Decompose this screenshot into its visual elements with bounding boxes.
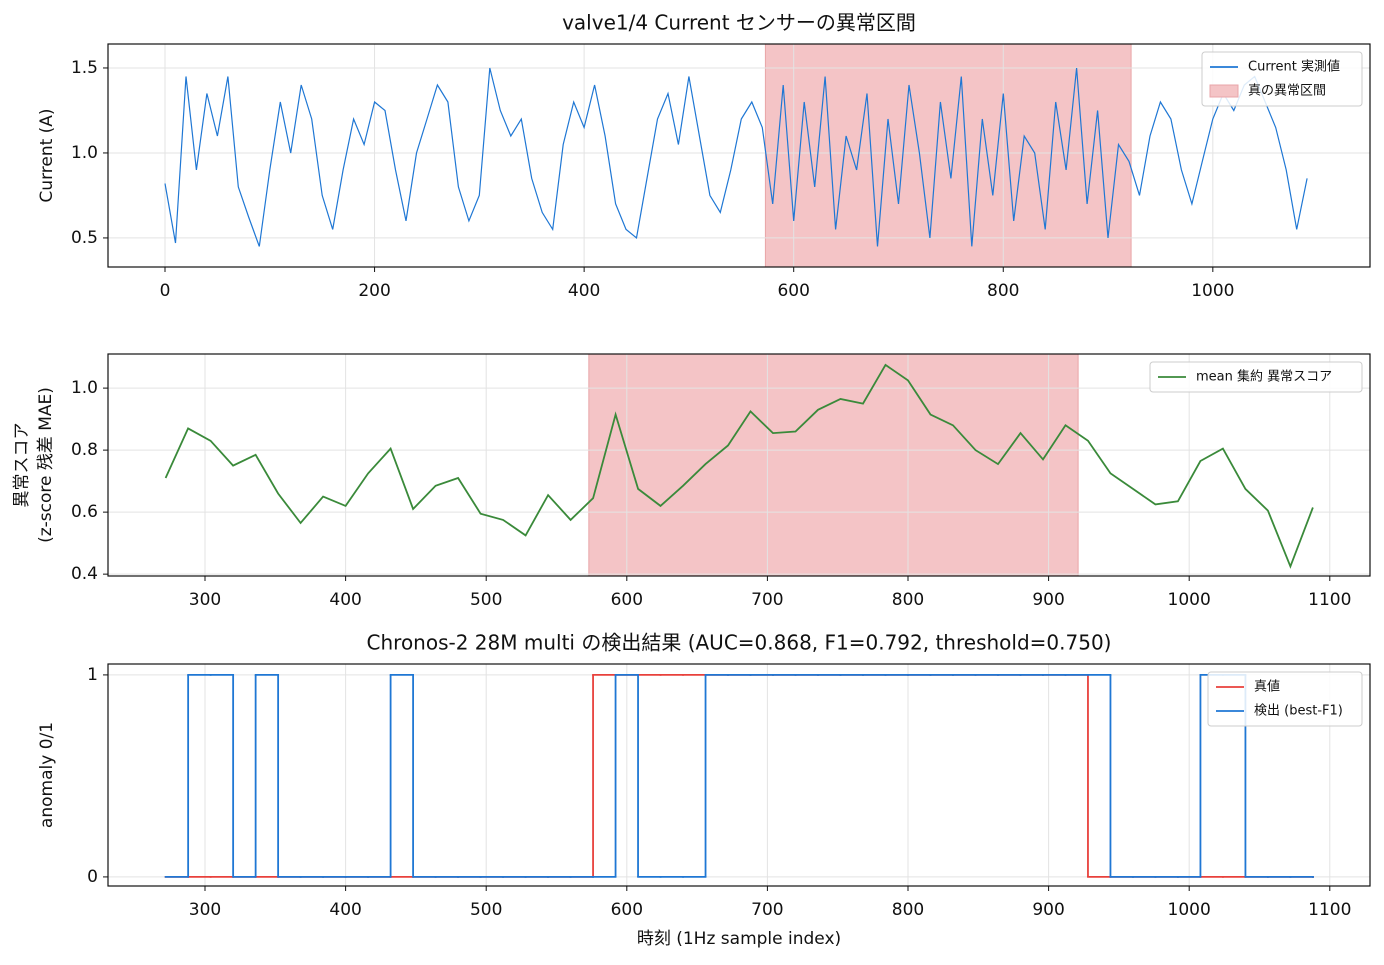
x-tick-label: 900 [1032,900,1064,920]
x-tick-label: 500 [470,590,502,610]
x-tick-label: 600 [777,281,809,301]
legend-label: 真値 [1254,679,1280,695]
axes-frame [107,353,1371,577]
x-tick-label: 1100 [1308,590,1351,610]
x-tick-label: 1000 [1191,281,1234,301]
legend-swatch [1209,84,1239,98]
y-tick-label: 1.0 [71,143,98,163]
x-tick-label: 1000 [1168,900,1211,920]
x-tick-label: 400 [329,900,361,920]
data-line [164,67,1308,247]
y-axis-label: Current (A) [37,108,57,202]
legend-box [1207,671,1363,727]
y-tick-label: 1 [87,665,98,685]
x-tick-label: 400 [568,281,600,301]
x-tick-label: 900 [1032,590,1064,610]
y-axis-label: anomaly 0/1 [37,722,57,828]
plot-area [108,44,1370,267]
plot-area [108,664,1370,886]
x-tick-label: 700 [751,900,783,920]
y-tick-label: 0.4 [71,564,98,584]
anomaly-span [588,353,1079,577]
x-tick-label: 800 [892,900,924,920]
legend-box [1201,51,1363,107]
x-axis-label: 時刻 (1Hz sample index) [637,929,841,949]
x-tick-label: 200 [358,281,390,301]
y-tick-label: 0 [87,867,98,887]
y-tick-label: 1.5 [71,58,98,78]
y-tick-label: 1.0 [71,378,98,398]
y-tick-label: 0.6 [71,502,98,522]
legend-label: 真の異常区間 [1248,84,1326,99]
x-tick-label: 800 [892,590,924,610]
data-line [164,363,1314,569]
x-tick-label: 400 [329,590,361,610]
x-tick-label: 300 [189,590,221,610]
axes-frame [107,43,1371,268]
legend-label: 検出 (best-F1) [1254,704,1343,719]
x-tick-label: 300 [189,900,221,920]
x-tick-label: 1000 [1168,590,1211,610]
x-tick-label: 500 [470,900,502,920]
axes-frame [107,663,1371,887]
y-axis-label: 異常スコア [12,423,32,508]
x-tick-label: 0 [160,281,171,301]
legend-box [1149,361,1363,393]
x-tick-label: 600 [611,900,643,920]
chart-title: Chronos-2 28M multi の検出結果 (AUC=0.868, F1… [367,631,1112,655]
y-tick-label: 0.5 [71,228,98,248]
x-tick-label: 700 [751,590,783,610]
chart-title: valve1/4 Current センサーの異常区間 [562,11,916,35]
legend-label: Current 実測値 [1248,59,1340,75]
legend-label: mean 集約 異常スコア [1196,369,1332,385]
x-tick-label: 600 [611,590,643,610]
y-axis-label: (z-score 残差 MAE) [36,387,56,543]
x-tick-label: 800 [987,281,1019,301]
y-tick-label: 0.8 [71,440,98,460]
x-tick-label: 1100 [1308,900,1351,920]
